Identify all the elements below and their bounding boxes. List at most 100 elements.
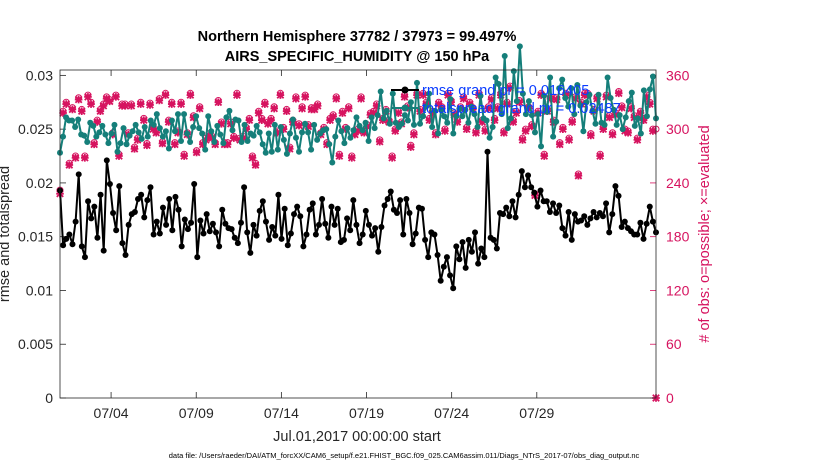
- totalspread-point: [610, 106, 617, 113]
- obs-evaluated-point: [71, 153, 80, 162]
- obs-evaluated-point: [112, 93, 120, 101]
- totalspread-point: [208, 128, 215, 135]
- rmse-point: [518, 168, 525, 175]
- totalspread-point: [637, 130, 644, 137]
- rmse-point: [581, 213, 588, 220]
- obs-evaluated-point: [143, 141, 151, 150]
- obs-evaluated-point: [208, 134, 216, 142]
- rmse-point: [231, 234, 238, 241]
- rmse-point: [206, 228, 213, 235]
- rmse-point: [153, 218, 160, 225]
- obs-evaluated-point: [121, 102, 130, 110]
- totalspread-point: [229, 127, 236, 134]
- obs-evaluated-point: [518, 136, 527, 144]
- rmse-point: [222, 220, 229, 227]
- totalspread-point: [283, 150, 290, 157]
- rmse-point: [125, 221, 132, 228]
- rmse-point: [481, 254, 488, 261]
- totalspread-point: [165, 145, 172, 152]
- obs-evaluated-point: [472, 128, 480, 137]
- totalspread-point: [628, 89, 635, 96]
- totalspread-point: [171, 128, 178, 135]
- totalspread-point: [214, 122, 221, 129]
- totalspread-point: [332, 133, 339, 140]
- obs-evaluated-point: [298, 104, 306, 113]
- rmse-point: [475, 260, 482, 267]
- totalspread-point: [649, 73, 656, 80]
- obs-evaluated-point: [506, 84, 514, 92]
- obs-evaluated-point: [146, 101, 154, 109]
- totalspread-point: [205, 113, 212, 120]
- totalspread-point: [72, 123, 79, 130]
- obs-evaluated-point: [149, 125, 157, 133]
- rmse-point: [546, 208, 553, 215]
- totalspread-point: [305, 129, 312, 136]
- rmse-point: [621, 218, 628, 225]
- rmse-point: [440, 263, 447, 270]
- left-y-tick-label: 0.005: [18, 336, 53, 352]
- right-y-tick-label: 360: [666, 67, 690, 83]
- totalspread-point: [377, 88, 384, 95]
- rmse-point: [272, 232, 279, 239]
- obs-evaluated-point: [257, 116, 266, 125]
- rmse-point: [503, 204, 510, 211]
- obs-evaluated-point: [276, 91, 285, 99]
- obs-evaluated-point: [158, 139, 167, 148]
- rmse-point: [400, 231, 407, 238]
- obs-evaluated-point: [93, 118, 102, 126]
- obs-evaluated-point: [326, 116, 334, 125]
- obs-evaluated-point: [152, 128, 161, 137]
- rmse-point: [269, 224, 276, 231]
- right-y-tick-label: 300: [666, 121, 690, 137]
- totalspread-point: [616, 112, 623, 119]
- rmse-point: [141, 214, 148, 221]
- totalspread-point: [604, 74, 611, 81]
- totalspread-point: [111, 121, 118, 128]
- rmse-point: [169, 227, 176, 234]
- series-layer: [56, 43, 660, 402]
- rmse-point: [213, 229, 220, 236]
- rmse-point: [181, 216, 188, 223]
- rmse-point: [590, 208, 597, 215]
- rmse-point: [172, 193, 179, 200]
- rmse-point: [565, 208, 572, 215]
- totalspread-point: [607, 94, 614, 101]
- obs-evaluated-point: [248, 153, 257, 162]
- totalspread-point: [308, 146, 315, 153]
- rmse-point: [156, 230, 163, 237]
- totalspread-point: [220, 140, 227, 147]
- totalspread-point: [453, 113, 460, 120]
- rmse-point: [300, 243, 307, 250]
- left-y-tick-label: 0.01: [26, 282, 53, 298]
- totalspread-point: [141, 123, 148, 130]
- rmse-point: [334, 205, 341, 212]
- obs-evaluated-point: [618, 103, 626, 112]
- totalspread-point: [69, 117, 76, 124]
- obs-evaluated-point: [568, 118, 577, 126]
- rmse-point: [97, 191, 104, 198]
- rmse-point: [191, 180, 198, 187]
- rmse-point: [309, 200, 316, 207]
- obs-evaluated-point: [493, 104, 502, 113]
- rmse-markers: [57, 148, 659, 292]
- rmse-point: [525, 172, 532, 179]
- obs-evaluated-point: [105, 97, 114, 106]
- rmse-point: [287, 230, 294, 237]
- rmse-point: [531, 189, 538, 196]
- rmse-point: [472, 229, 479, 236]
- obs-evaluated-point: [586, 131, 595, 140]
- totalspread-point: [631, 122, 638, 129]
- rmse-point: [422, 236, 429, 243]
- totalspread-point: [256, 129, 263, 136]
- rmse-point: [618, 224, 625, 231]
- totalspread-point: [105, 140, 112, 147]
- rmse-point: [100, 247, 107, 254]
- totalspread-point: [504, 125, 511, 132]
- rmse-point: [319, 196, 326, 203]
- obs-evaluated-point: [214, 98, 223, 107]
- totalspread-point: [132, 121, 139, 128]
- rmse-point: [500, 211, 507, 218]
- obs-evaluated-point: [636, 109, 645, 117]
- obs-evaluated-point: [96, 107, 105, 116]
- totalspread-point: [432, 107, 439, 114]
